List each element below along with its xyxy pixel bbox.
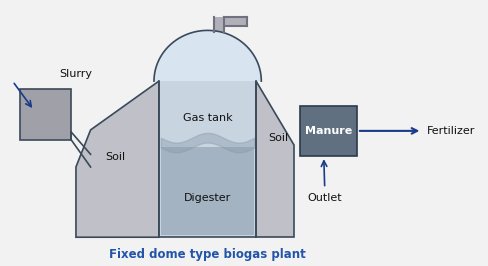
Bar <box>215 17 224 32</box>
Text: Slurry: Slurry <box>60 69 92 79</box>
Bar <box>300 106 357 156</box>
Text: Gas tank: Gas tank <box>183 113 232 123</box>
Text: Fixed dome type biogas plant: Fixed dome type biogas plant <box>109 248 306 261</box>
Text: Manure: Manure <box>305 126 352 136</box>
Text: Soil: Soil <box>105 152 125 162</box>
Bar <box>159 81 256 237</box>
Polygon shape <box>154 30 261 81</box>
Text: Fertilizer: Fertilizer <box>427 126 475 136</box>
Text: Outlet: Outlet <box>307 193 342 203</box>
Polygon shape <box>256 81 293 237</box>
Text: Digester: Digester <box>184 193 231 203</box>
Polygon shape <box>76 81 159 237</box>
Bar <box>161 147 254 235</box>
Bar <box>20 89 71 140</box>
Bar <box>215 17 246 26</box>
Text: Soil: Soil <box>268 133 288 143</box>
